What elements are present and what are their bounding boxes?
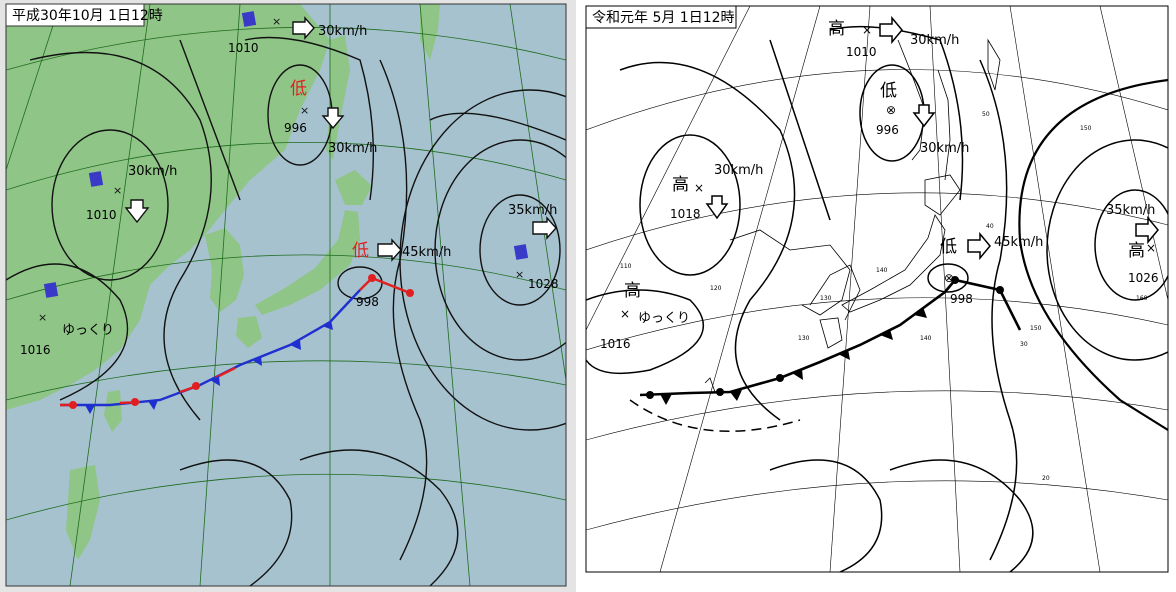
right-high-east-symbol: 高 bbox=[1128, 241, 1145, 261]
hokkaido bbox=[335, 170, 372, 205]
right-high-west-symbol: 高 bbox=[672, 175, 689, 195]
right-low-south-speed: 45km/h bbox=[994, 235, 1043, 250]
grid-label-lon-130b: 130 bbox=[798, 335, 810, 342]
right-high-north-speed: 30km/h bbox=[910, 33, 959, 48]
right-high-east-pressure: 1026 bbox=[1128, 271, 1159, 285]
svg-text:×: × bbox=[515, 268, 524, 281]
right-high-southwest-speed: ゆっくり bbox=[638, 311, 690, 326]
left-weather-map: × × × × × 低 996 30km/h 低 998 45km/h 1010… bbox=[5, 3, 567, 587]
grid-label-lat-50: 50 bbox=[982, 111, 990, 118]
kyushu bbox=[236, 316, 262, 348]
right-low-south-pressure: 998 bbox=[950, 292, 973, 306]
high-north-speed: 30km/h bbox=[318, 24, 367, 39]
low-north-pressure: 996 bbox=[284, 121, 307, 135]
left-weather-map-panel: × × × × × 低 996 30km/h 低 998 45km/h 1010… bbox=[0, 0, 576, 592]
low-north-symbol: 低 bbox=[290, 79, 307, 99]
grid-label-lon-150b: 150 bbox=[1080, 125, 1092, 132]
svg-text:×: × bbox=[113, 184, 122, 197]
right-center-crosses: × × × × ⊗ ⊗ bbox=[620, 23, 1156, 321]
sakhalin bbox=[326, 35, 350, 160]
grid-label-lat-40: 40 bbox=[986, 223, 994, 230]
philippines bbox=[66, 465, 100, 560]
right-low-north-speed: 30km/h bbox=[920, 141, 969, 156]
grid-label-lon-150: 150 bbox=[1030, 325, 1042, 332]
high-markers bbox=[43, 11, 529, 298]
high-west-speed: 30km/h bbox=[128, 164, 177, 179]
right-high-north-symbol: 高 bbox=[828, 19, 845, 39]
cold-front-triangles bbox=[85, 320, 333, 414]
grid-label-lon-140: 140 bbox=[920, 335, 932, 342]
right-high-west-speed: 30km/h bbox=[714, 163, 763, 178]
right-front-semicircles bbox=[646, 276, 1004, 399]
svg-text:⊗: ⊗ bbox=[944, 271, 954, 285]
right-high-east-speed: 35km/h bbox=[1106, 203, 1155, 218]
left-date-label: 平成30年10月 1日12時 bbox=[12, 8, 163, 24]
grid-label-lon-140b: 140 bbox=[876, 267, 888, 274]
high-southwest-pressure: 1016 bbox=[20, 343, 51, 357]
right-coastlines bbox=[704, 38, 1001, 393]
isobars bbox=[6, 36, 566, 586]
right-weather-map: × × × × ⊗ ⊗ 高 1010 30km/h 低 996 30km/h 高… bbox=[585, 5, 1169, 573]
grid-label-lat-20: 20 bbox=[1042, 475, 1050, 482]
right-front-triangles bbox=[660, 307, 927, 405]
svg-text:×: × bbox=[38, 311, 47, 324]
right-weather-map-panel: × × × × ⊗ ⊗ 高 1010 30km/h 低 996 30km/h 高… bbox=[580, 0, 1176, 592]
high-north-pressure: 1010 bbox=[228, 41, 259, 55]
left-date-box bbox=[5, 3, 145, 27]
low-south-speed: 45km/h bbox=[402, 245, 451, 260]
svg-text:×: × bbox=[300, 104, 309, 117]
warm-front-semicircles bbox=[69, 274, 414, 409]
center-crosses: × × × × × bbox=[38, 15, 524, 324]
high-east-pressure: 1028 bbox=[528, 277, 559, 291]
grid-label-lon-160: 160 bbox=[1136, 295, 1148, 302]
high-east-speed: 35km/h bbox=[508, 203, 557, 218]
svg-text:⊗: ⊗ bbox=[886, 103, 896, 117]
right-high-southwest-pressure: 1016 bbox=[600, 337, 631, 351]
right-front bbox=[639, 276, 1022, 405]
honshu bbox=[255, 210, 360, 315]
grid-label-lon-110: 110 bbox=[620, 263, 632, 270]
right-motion-arrows bbox=[705, 15, 1159, 261]
right-high-west-pressure: 1018 bbox=[670, 207, 701, 221]
lat-lon-grid bbox=[6, 4, 566, 586]
svg-text:×: × bbox=[272, 15, 281, 28]
grid-label-lat-30: 30 bbox=[1020, 341, 1028, 348]
right-high-southwest-symbol: 高 bbox=[624, 281, 641, 301]
svg-text:×: × bbox=[694, 181, 704, 195]
low-south-pressure: 998 bbox=[356, 295, 379, 309]
right-lat-lon-grid bbox=[586, 6, 1168, 572]
svg-text:×: × bbox=[620, 307, 630, 321]
right-low-north-pressure: 996 bbox=[876, 123, 899, 137]
right-low-south-symbol: 低 bbox=[940, 237, 957, 257]
grid-label-lon-120: 120 bbox=[710, 285, 722, 292]
motion-arrows bbox=[124, 16, 557, 262]
kuril-kamchatka bbox=[420, 4, 440, 60]
korean-peninsula bbox=[205, 228, 244, 312]
right-low-north-symbol: 低 bbox=[880, 81, 897, 101]
low-south-symbol: 低 bbox=[352, 241, 369, 261]
right-isobars bbox=[586, 25, 1168, 572]
stationary-front bbox=[60, 274, 414, 414]
low-north-speed: 30km/h bbox=[328, 141, 377, 156]
taiwan bbox=[104, 390, 122, 432]
right-high-north-pressure: 1010 bbox=[846, 45, 877, 59]
high-southwest-speed: ゆっくり bbox=[62, 323, 114, 338]
right-date-box bbox=[585, 5, 737, 29]
svg-text:×: × bbox=[1146, 241, 1156, 255]
right-date-label: 令和元年 5月 1日12時 bbox=[592, 10, 735, 26]
svg-text:×: × bbox=[862, 23, 872, 37]
high-west-pressure: 1010 bbox=[86, 208, 117, 222]
grid-label-lon-130: 130 bbox=[820, 295, 832, 302]
